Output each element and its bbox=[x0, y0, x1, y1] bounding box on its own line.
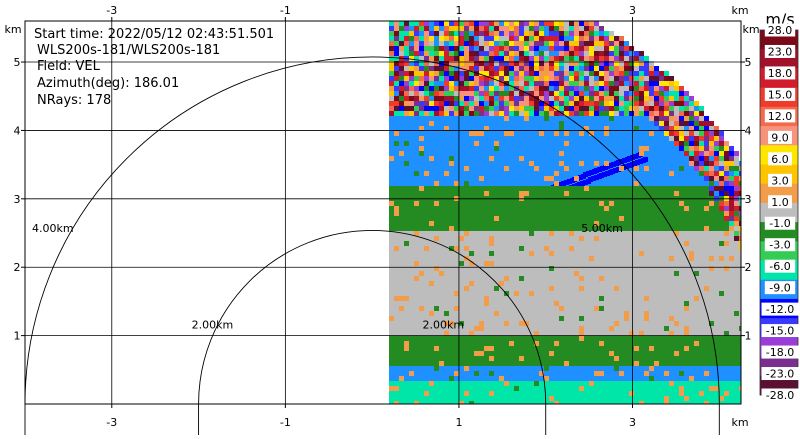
grid-lines bbox=[25, 21, 741, 404]
range-ring bbox=[198, 230, 547, 439]
colorbar-tick-label: 9.0 bbox=[771, 131, 789, 144]
colorbar: 28.0 23.0 18.0 15.0 12.0 9.0 6.0 3.0 1.0 -1.0 -3.0… bbox=[759, 23, 799, 402]
axis-ticks: -3 -3 -1 -1 1 1 3 3 1 1 2 2 3 3 4 4 5 5 bbox=[14, 4, 752, 429]
y-tick-label-left: 5 bbox=[14, 56, 21, 69]
colorbar-tick-label: 18.0 bbox=[768, 67, 793, 80]
x-tick-label-top: 3 bbox=[629, 4, 636, 17]
info-field: Field: VEL bbox=[37, 59, 101, 74]
colorbar-label-bg bbox=[761, 388, 799, 402]
axes-frame bbox=[24, 20, 742, 405]
info-azimuth: Azimuth(deg): 186.01 bbox=[37, 76, 179, 91]
colorbar-label-bg bbox=[761, 345, 799, 359]
y-tick-label-right: 2 bbox=[745, 261, 752, 274]
info-nrays: NRays: 178 bbox=[37, 93, 111, 108]
colorbar-tick-label: -23.0 bbox=[766, 368, 794, 381]
x-tick-label-top: -3 bbox=[106, 4, 117, 17]
y-tick-label-right: 4 bbox=[745, 124, 752, 137]
colorbar-tick-label: -28.0 bbox=[766, 389, 794, 402]
colorbar-tick-label: 1.0 bbox=[771, 196, 789, 209]
colorbar-tick-label: -18.0 bbox=[766, 346, 794, 359]
range-ring-label: 4.00km bbox=[32, 222, 74, 235]
colorbar-tick-label: 3.0 bbox=[771, 174, 789, 187]
x-tick-label-bottom: -3 bbox=[106, 416, 117, 429]
colorbar-label-bg bbox=[764, 259, 796, 273]
y-tick-label-right: 1 bbox=[745, 330, 752, 343]
y-tick-label-right: 3 bbox=[745, 193, 752, 206]
range-ring-label: 2.00km bbox=[423, 318, 465, 331]
data-cell-group bbox=[394, 26, 741, 196]
colorbar-tick-label: 28.0 bbox=[768, 24, 793, 37]
colorbar-tick-label: -6.0 bbox=[769, 260, 790, 273]
colorbar-label-bg bbox=[764, 216, 796, 230]
colorbar-label-bg bbox=[761, 302, 799, 316]
colorbar-label-bg bbox=[764, 109, 796, 123]
colorbar-label-bg bbox=[768, 195, 792, 209]
range-ring-label-right: 5.00km bbox=[581, 222, 623, 235]
colorbar-label-bg bbox=[764, 87, 796, 101]
colorbar-tick-label: 15.0 bbox=[768, 88, 793, 101]
colorbar-tick-label: 12.0 bbox=[768, 110, 793, 123]
colorbar-label-bg bbox=[761, 367, 799, 381]
data-cell-group bbox=[394, 21, 741, 236]
data-cell-group bbox=[389, 21, 741, 404]
y-tick-label-left: 4 bbox=[14, 124, 21, 137]
data-cell-group bbox=[394, 21, 734, 223]
colorbar-tick-label: -15.0 bbox=[766, 325, 794, 338]
info-start-time: Start time: 2022/05/12 02:43:51.501 bbox=[34, 27, 274, 42]
data-cell-group bbox=[389, 26, 741, 404]
y-tick-label-left: 1 bbox=[14, 330, 21, 343]
x-tick-label-bottom: 3 bbox=[629, 416, 636, 429]
colorbar-tick-label: -9.0 bbox=[769, 282, 790, 295]
y-axis-unit-left: km bbox=[4, 23, 21, 36]
y-tick-label-left: 3 bbox=[14, 193, 21, 206]
y-tick-label-right: 5 bbox=[745, 56, 752, 69]
velocity-field bbox=[389, 21, 741, 404]
colorbar-label-bg bbox=[768, 173, 792, 187]
x-axis-unit-top: km bbox=[731, 4, 748, 17]
range-ring-label: 2.00km bbox=[192, 318, 234, 331]
x-tick-label-bottom: 1 bbox=[455, 416, 462, 429]
colorbar-label-bg bbox=[764, 238, 796, 252]
colorbar-label-bg bbox=[768, 130, 792, 144]
y-axis-unit-right: km bbox=[742, 23, 759, 36]
colorbar-label-bg bbox=[764, 44, 796, 58]
colorbar-label-bg bbox=[761, 324, 799, 338]
x-tick-label-top: -1 bbox=[280, 4, 291, 17]
colorbar-tick-label: -1.0 bbox=[769, 217, 790, 230]
x-tick-label-top: 1 bbox=[455, 4, 462, 17]
colorbar-tick-label: 6.0 bbox=[771, 153, 789, 166]
colorbar-tick-label: 23.0 bbox=[768, 45, 793, 58]
colorbar-label-bg bbox=[764, 23, 796, 37]
x-tick-label-bottom: -1 bbox=[280, 416, 291, 429]
colorbar-label-bg bbox=[768, 152, 792, 166]
data-cell-group bbox=[389, 21, 741, 336]
colorbar-tick-label: -12.0 bbox=[766, 303, 794, 316]
x-axis-unit-bottom: km bbox=[731, 416, 748, 429]
y-tick-label-left: 2 bbox=[14, 261, 21, 274]
colorbar-tick-label: -3.0 bbox=[769, 239, 790, 252]
colorbar-label-bg bbox=[764, 66, 796, 80]
colorbar-label-bg bbox=[764, 281, 796, 295]
info-instrument: WLS200s-181/WLS200s-181 bbox=[37, 43, 220, 58]
